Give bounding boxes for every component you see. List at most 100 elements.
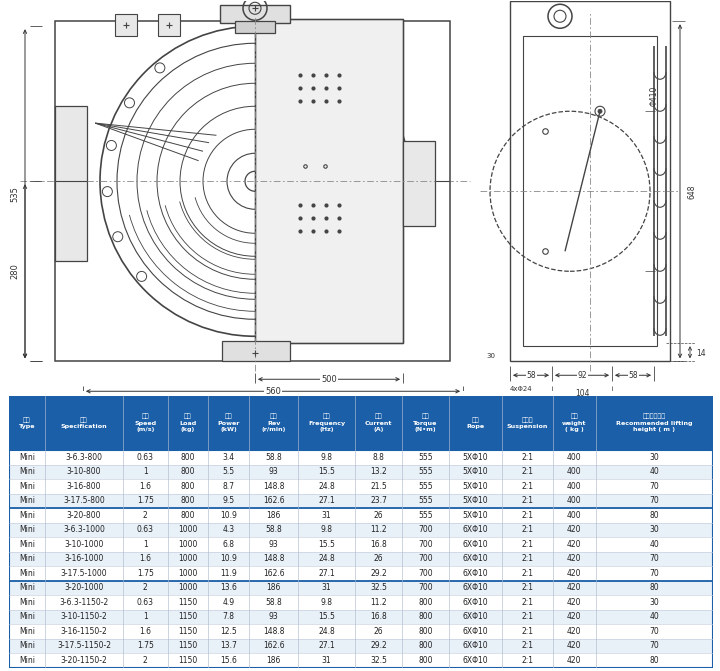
Bar [235, 21, 275, 34]
Text: 3-17.5-800: 3-17.5-800 [63, 497, 105, 505]
Text: 2: 2 [143, 656, 148, 665]
Text: 6XΦ10: 6XΦ10 [462, 583, 488, 592]
Text: 700: 700 [418, 569, 433, 578]
Text: 560: 560 [265, 386, 281, 396]
Bar [55, 106, 87, 261]
Text: Mini: Mini [19, 598, 35, 607]
Text: 推荐提升高度
Recommended lifting
height ( m ): 推荐提升高度 Recommended lifting height ( m ) [616, 413, 693, 433]
Bar [9, 479, 713, 494]
Text: 3-10-1000: 3-10-1000 [64, 540, 104, 549]
Text: 93: 93 [269, 613, 279, 621]
Text: 2: 2 [143, 583, 148, 592]
Bar [9, 566, 713, 580]
Text: 4.9: 4.9 [222, 598, 235, 607]
Text: 30: 30 [649, 453, 659, 462]
Text: 800: 800 [418, 641, 433, 650]
Text: 4xΦ24: 4xΦ24 [510, 386, 533, 393]
Text: 5.5: 5.5 [222, 468, 235, 476]
Text: 编规
Rope: 编规 Rope [467, 417, 485, 429]
Text: 24.8: 24.8 [318, 554, 335, 564]
Text: 27.1: 27.1 [318, 497, 335, 505]
Text: Mini: Mini [19, 525, 35, 535]
Text: 5XΦ10: 5XΦ10 [462, 468, 488, 476]
Text: 11.2: 11.2 [370, 525, 387, 535]
Text: 23.7: 23.7 [370, 497, 387, 505]
Text: 700: 700 [418, 583, 433, 592]
Text: 2:1: 2:1 [521, 482, 534, 491]
Text: 32.5: 32.5 [370, 583, 387, 592]
Text: 555: 555 [418, 511, 433, 520]
Text: 15.5: 15.5 [318, 613, 335, 621]
Text: 1000: 1000 [179, 525, 198, 535]
Text: 3-10-1150-2: 3-10-1150-2 [60, 613, 107, 621]
Text: 9.8: 9.8 [320, 598, 333, 607]
Bar [510, 1, 670, 361]
Text: 12.5: 12.5 [220, 627, 237, 636]
Text: 400: 400 [567, 453, 582, 462]
Text: 93: 93 [269, 540, 279, 549]
Text: 280: 280 [11, 263, 19, 279]
Text: 频率
Frequency
(Hz): 频率 Frequency (Hz) [308, 413, 345, 433]
Text: 800: 800 [418, 627, 433, 636]
Bar [220, 5, 290, 23]
Text: 2:1: 2:1 [521, 525, 534, 535]
Text: 40: 40 [649, 540, 659, 549]
Text: 1000: 1000 [179, 540, 198, 549]
Circle shape [598, 109, 602, 113]
Text: 70: 70 [649, 641, 659, 650]
Text: 1: 1 [143, 468, 148, 476]
Text: 自重
weight
( kg ): 自重 weight ( kg ) [562, 413, 587, 433]
Text: 15.6: 15.6 [220, 656, 237, 665]
Text: 6XΦ10: 6XΦ10 [462, 525, 488, 535]
Text: 3-20-800: 3-20-800 [67, 511, 102, 520]
Text: 1150: 1150 [179, 598, 197, 607]
Text: 5XΦ10: 5XΦ10 [462, 482, 488, 491]
Text: 420: 420 [567, 613, 582, 621]
Text: 58: 58 [526, 371, 536, 380]
Text: 26: 26 [374, 554, 383, 564]
Text: 1000: 1000 [179, 554, 198, 564]
Text: 15.5: 15.5 [318, 468, 335, 476]
Text: 58.8: 58.8 [265, 453, 282, 462]
Text: 800: 800 [418, 598, 433, 607]
Text: 555: 555 [418, 497, 433, 505]
Text: 800: 800 [418, 613, 433, 621]
Text: 13.2: 13.2 [370, 468, 387, 476]
Text: 800: 800 [418, 656, 433, 665]
Text: 6XΦ10: 6XΦ10 [462, 613, 488, 621]
Text: 70: 70 [649, 482, 659, 491]
Text: Mini: Mini [19, 482, 35, 491]
Text: 162.6: 162.6 [263, 641, 284, 650]
Text: 3-17.5-1150-2: 3-17.5-1150-2 [57, 641, 111, 650]
Bar [403, 142, 435, 226]
Text: Mini: Mini [19, 583, 35, 592]
Text: 420: 420 [567, 627, 582, 636]
Text: 1150: 1150 [179, 627, 197, 636]
Text: 1.75: 1.75 [137, 569, 153, 578]
Text: 3-17.5-1000: 3-17.5-1000 [60, 569, 107, 578]
Text: 70: 70 [649, 569, 659, 578]
Text: 2:1: 2:1 [521, 540, 534, 549]
Text: 555: 555 [418, 482, 433, 491]
Text: 535: 535 [11, 186, 19, 202]
Text: 555: 555 [418, 468, 433, 476]
Text: 148.8: 148.8 [263, 554, 284, 564]
Text: 3-6.3-1000: 3-6.3-1000 [63, 525, 105, 535]
Text: 40: 40 [649, 468, 659, 476]
Text: 2:1: 2:1 [521, 554, 534, 564]
Text: 0.63: 0.63 [137, 598, 153, 607]
Bar [115, 14, 137, 36]
Text: 6XΦ10: 6XΦ10 [462, 554, 488, 564]
Text: 1150: 1150 [179, 613, 197, 621]
Bar [9, 624, 713, 639]
Text: 电流
Current
(A): 电流 Current (A) [365, 413, 392, 433]
Text: 31: 31 [322, 656, 331, 665]
Bar [9, 523, 713, 537]
Bar [9, 537, 713, 552]
Text: 3.4: 3.4 [222, 453, 235, 462]
Text: 420: 420 [567, 583, 582, 592]
Text: 2:1: 2:1 [521, 613, 534, 621]
Text: 58: 58 [628, 371, 638, 380]
Text: 3-16-1150-2: 3-16-1150-2 [60, 627, 107, 636]
Text: 1000: 1000 [179, 583, 198, 592]
